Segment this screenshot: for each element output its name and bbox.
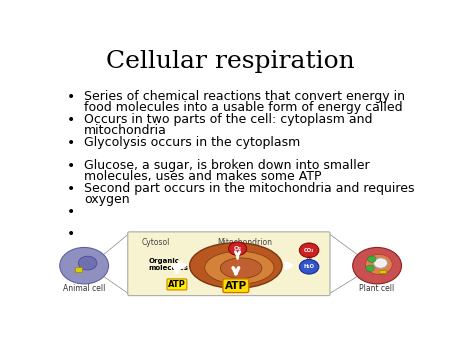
- Text: ATP: ATP: [168, 280, 186, 289]
- Text: Second part occurs in the mitochondria and requires: Second part occurs in the mitochondria a…: [84, 182, 414, 195]
- Circle shape: [60, 247, 108, 284]
- Ellipse shape: [205, 251, 274, 284]
- Text: oxygen: oxygen: [84, 193, 130, 206]
- Text: •: •: [67, 204, 75, 219]
- Circle shape: [78, 256, 97, 270]
- Text: ATP: ATP: [225, 281, 247, 291]
- Text: O₂: O₂: [234, 246, 242, 251]
- Text: Cytosol: Cytosol: [142, 238, 170, 247]
- Circle shape: [299, 243, 319, 258]
- Circle shape: [365, 255, 392, 274]
- Text: •: •: [67, 90, 75, 104]
- Text: Organic
molecules: Organic molecules: [148, 258, 189, 271]
- Text: CO₂: CO₂: [304, 248, 314, 253]
- Text: molecules, uses and makes some ATP: molecules, uses and makes some ATP: [84, 170, 322, 183]
- Text: food molecules into a usable form of energy called: food molecules into a usable form of ene…: [84, 101, 407, 114]
- Text: H₂O: H₂O: [304, 264, 315, 269]
- Circle shape: [229, 242, 247, 256]
- Text: Series of chemical reactions that convert energy in: Series of chemical reactions that conver…: [84, 90, 405, 103]
- Text: •: •: [67, 113, 75, 127]
- Bar: [76, 267, 82, 272]
- Text: &: &: [306, 256, 311, 261]
- Text: Cellular respiration: Cellular respiration: [106, 50, 355, 73]
- Bar: [379, 270, 386, 273]
- Text: Animal cell: Animal cell: [63, 284, 105, 293]
- Text: Occurs in two parts of the cell: cytoplasm and: Occurs in two parts of the cell: cytopla…: [84, 113, 373, 126]
- FancyBboxPatch shape: [128, 232, 330, 296]
- Text: •: •: [67, 136, 75, 150]
- Circle shape: [366, 265, 374, 271]
- Circle shape: [374, 258, 387, 268]
- Text: mitochondria: mitochondria: [84, 124, 167, 137]
- Text: Mitochondrion: Mitochondrion: [217, 238, 272, 247]
- Text: Glucose, a sugar, is broken down into smaller: Glucose, a sugar, is broken down into sm…: [84, 159, 370, 172]
- Circle shape: [299, 260, 319, 274]
- Ellipse shape: [189, 243, 282, 288]
- Circle shape: [353, 247, 401, 284]
- Circle shape: [368, 256, 376, 262]
- Text: Plant cell: Plant cell: [360, 284, 395, 293]
- Text: Glycolysis occurs in the cytoplasm: Glycolysis occurs in the cytoplasm: [84, 136, 301, 149]
- Ellipse shape: [220, 258, 262, 279]
- Text: •: •: [67, 182, 75, 196]
- Text: •: •: [67, 227, 75, 241]
- Text: •: •: [67, 159, 75, 173]
